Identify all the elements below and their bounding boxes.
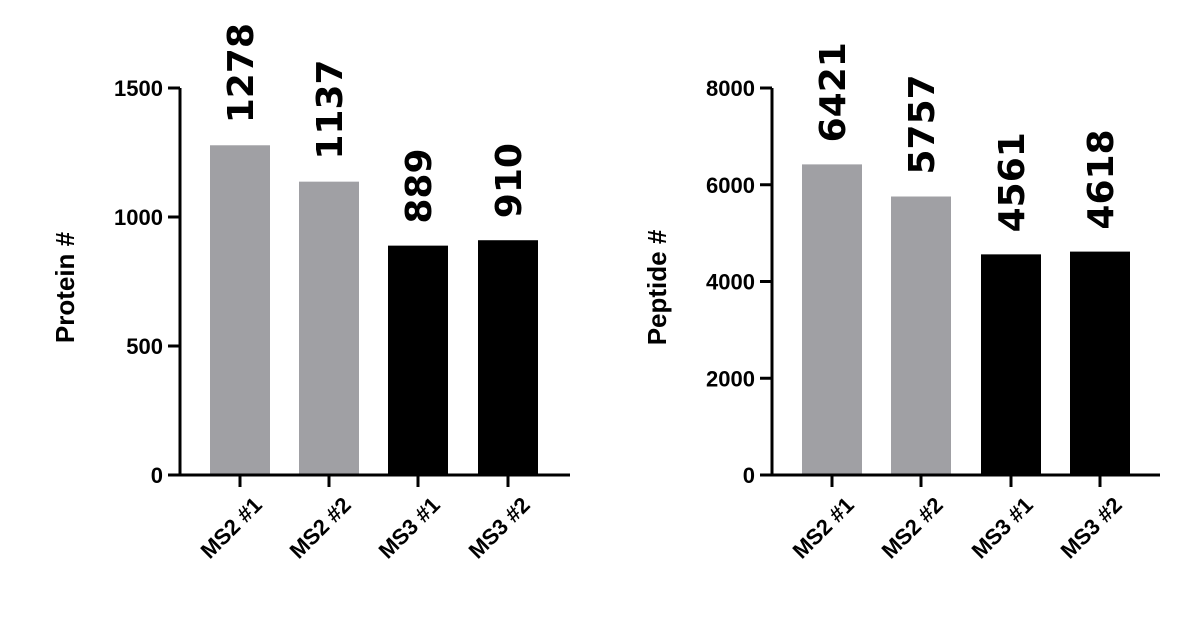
data-label: 4561: [992, 132, 1033, 232]
bar-ms3-2: [1070, 251, 1130, 475]
data-label: 1137: [310, 59, 351, 159]
data-label: 6421: [813, 42, 854, 142]
y-tick-label: 4000: [706, 270, 755, 295]
bar-ms2-1: [210, 145, 270, 475]
x-tick-label: MS2 #2: [285, 492, 356, 563]
bar-ms3-2: [478, 240, 538, 475]
data-label: 5757: [902, 74, 943, 174]
x-tick-label: MS2 #2: [877, 492, 948, 563]
y-tick-label: 8000: [706, 76, 755, 101]
y-tick-label: 1000: [114, 205, 163, 230]
x-tick-label: MS3 #1: [374, 492, 445, 563]
bar-ms2-2: [299, 181, 359, 476]
y-axis-title: Protein #: [50, 231, 80, 343]
y-tick-label: 0: [743, 463, 755, 488]
y-axis-title: Peptide #: [642, 229, 672, 345]
bar-ms3-1: [388, 245, 448, 475]
x-tick-label: MS3 #2: [464, 492, 535, 563]
y-tick-label: 2000: [706, 366, 755, 391]
bar-ms3-1: [981, 254, 1041, 475]
x-tick-label: MS2 #1: [788, 492, 859, 563]
y-tick-label: 6000: [706, 173, 755, 198]
y-tick-label: 500: [126, 334, 163, 359]
x-tick-label: MS2 #1: [196, 492, 267, 563]
bar-ms2-2: [891, 196, 951, 475]
x-tick-label: MS3 #1: [967, 492, 1038, 563]
y-tick-label: 1500: [114, 76, 163, 101]
data-label: 889: [399, 148, 440, 223]
protein-chart: 1278 MS2 #1 1137 MS2 #2 889 MS3 #1 910 MS3 #2 0 5…: [50, 23, 570, 563]
y-tick-label: 0: [151, 463, 163, 488]
bar-ms2-1: [802, 164, 862, 475]
data-label: 1278: [221, 23, 262, 123]
data-label: 4618: [1081, 129, 1122, 229]
peptide-chart: 6421 MS2 #1 5757 MS2 #2 4561 MS3 #1 4618 MS3 #2…: [642, 42, 1160, 563]
data-label: 910: [489, 143, 530, 218]
x-tick-label: MS3 #2: [1056, 492, 1127, 563]
